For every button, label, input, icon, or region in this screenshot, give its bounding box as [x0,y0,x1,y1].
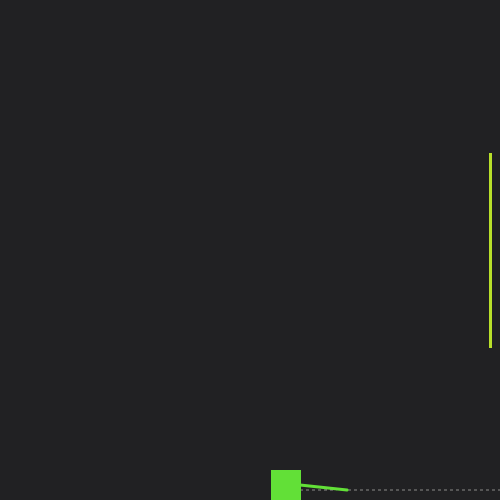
aim-line [298,483,349,492]
player-block[interactable] [271,470,301,500]
goal-bar [489,153,492,348]
